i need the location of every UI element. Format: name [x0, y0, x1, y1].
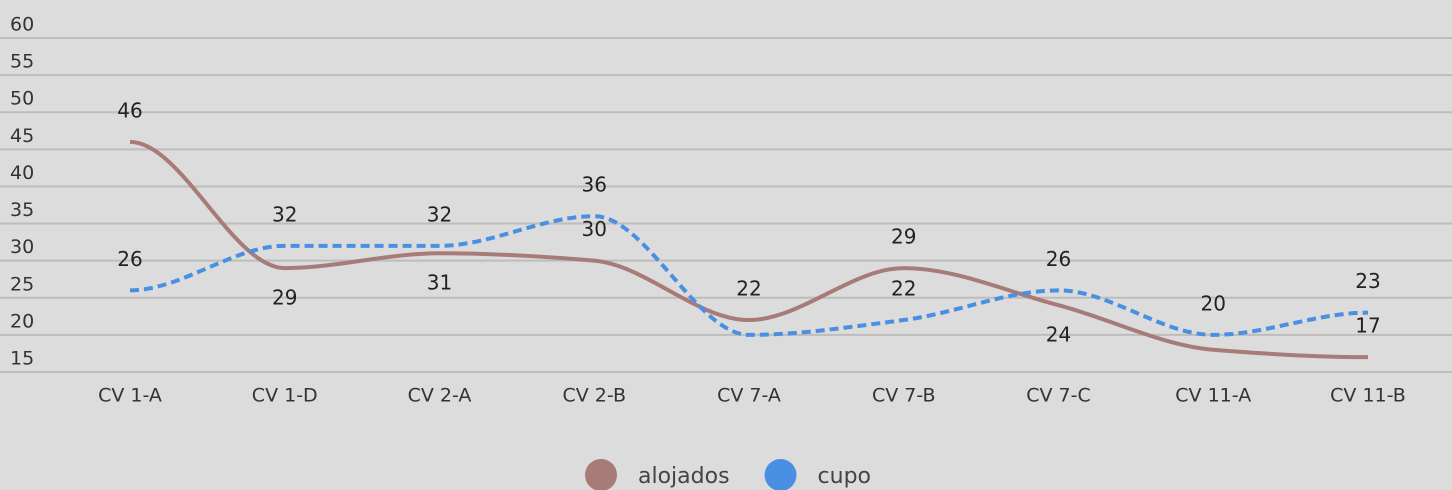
- legend-marker: [764, 459, 797, 490]
- x-tick-label: CV 11-B: [1330, 385, 1406, 407]
- data-label: 29: [891, 225, 916, 249]
- x-tick-label: CV 7-B: [872, 385, 936, 407]
- data-label: 26: [117, 247, 142, 271]
- data-label: 26: [1046, 247, 1071, 271]
- x-tick-label: CV 7-C: [1026, 385, 1091, 407]
- x-tick-label: CV 2-A: [408, 385, 472, 407]
- legend-marker: [585, 459, 617, 490]
- y-tick-label: 15: [10, 348, 34, 370]
- x-tick-label: CV 2-B: [562, 385, 626, 407]
- x-tick-label: CV 11-A: [1175, 385, 1251, 407]
- y-tick-label: 20: [10, 310, 34, 332]
- y-tick-label: 30: [10, 236, 34, 258]
- y-tick-label: 60: [10, 14, 34, 36]
- data-label: 17: [1355, 314, 1380, 338]
- x-tick-label: CV 7-A: [717, 385, 781, 407]
- data-label: 24: [1046, 323, 1071, 347]
- y-tick-label: 45: [10, 125, 34, 147]
- data-label: 29: [272, 286, 297, 310]
- data-label: 32: [427, 202, 452, 226]
- data-label: 20: [1201, 291, 1226, 315]
- y-tick-label: 50: [10, 88, 34, 110]
- data-label: 46: [117, 98, 142, 122]
- data-label: 31: [427, 271, 452, 295]
- data-label: 36: [582, 173, 607, 197]
- legend-label: cupo: [818, 464, 871, 489]
- y-tick-label: 25: [10, 273, 34, 295]
- legend-label: alojados: [638, 464, 730, 489]
- data-label: 23: [1355, 269, 1380, 293]
- data-label: 22: [891, 277, 916, 301]
- y-tick-label: 55: [10, 51, 34, 73]
- line: [129, 214, 1369, 337]
- line: [129, 139, 1369, 360]
- y-tick-label: 35: [10, 199, 34, 221]
- data-label: 22: [736, 277, 761, 301]
- x-tick-label: CV 1-D: [252, 385, 318, 407]
- y-tick-label: 40: [10, 162, 34, 184]
- data-label: 30: [582, 217, 607, 241]
- data-label: 32: [272, 202, 297, 226]
- x-tick-label: CV 1-A: [98, 385, 162, 407]
